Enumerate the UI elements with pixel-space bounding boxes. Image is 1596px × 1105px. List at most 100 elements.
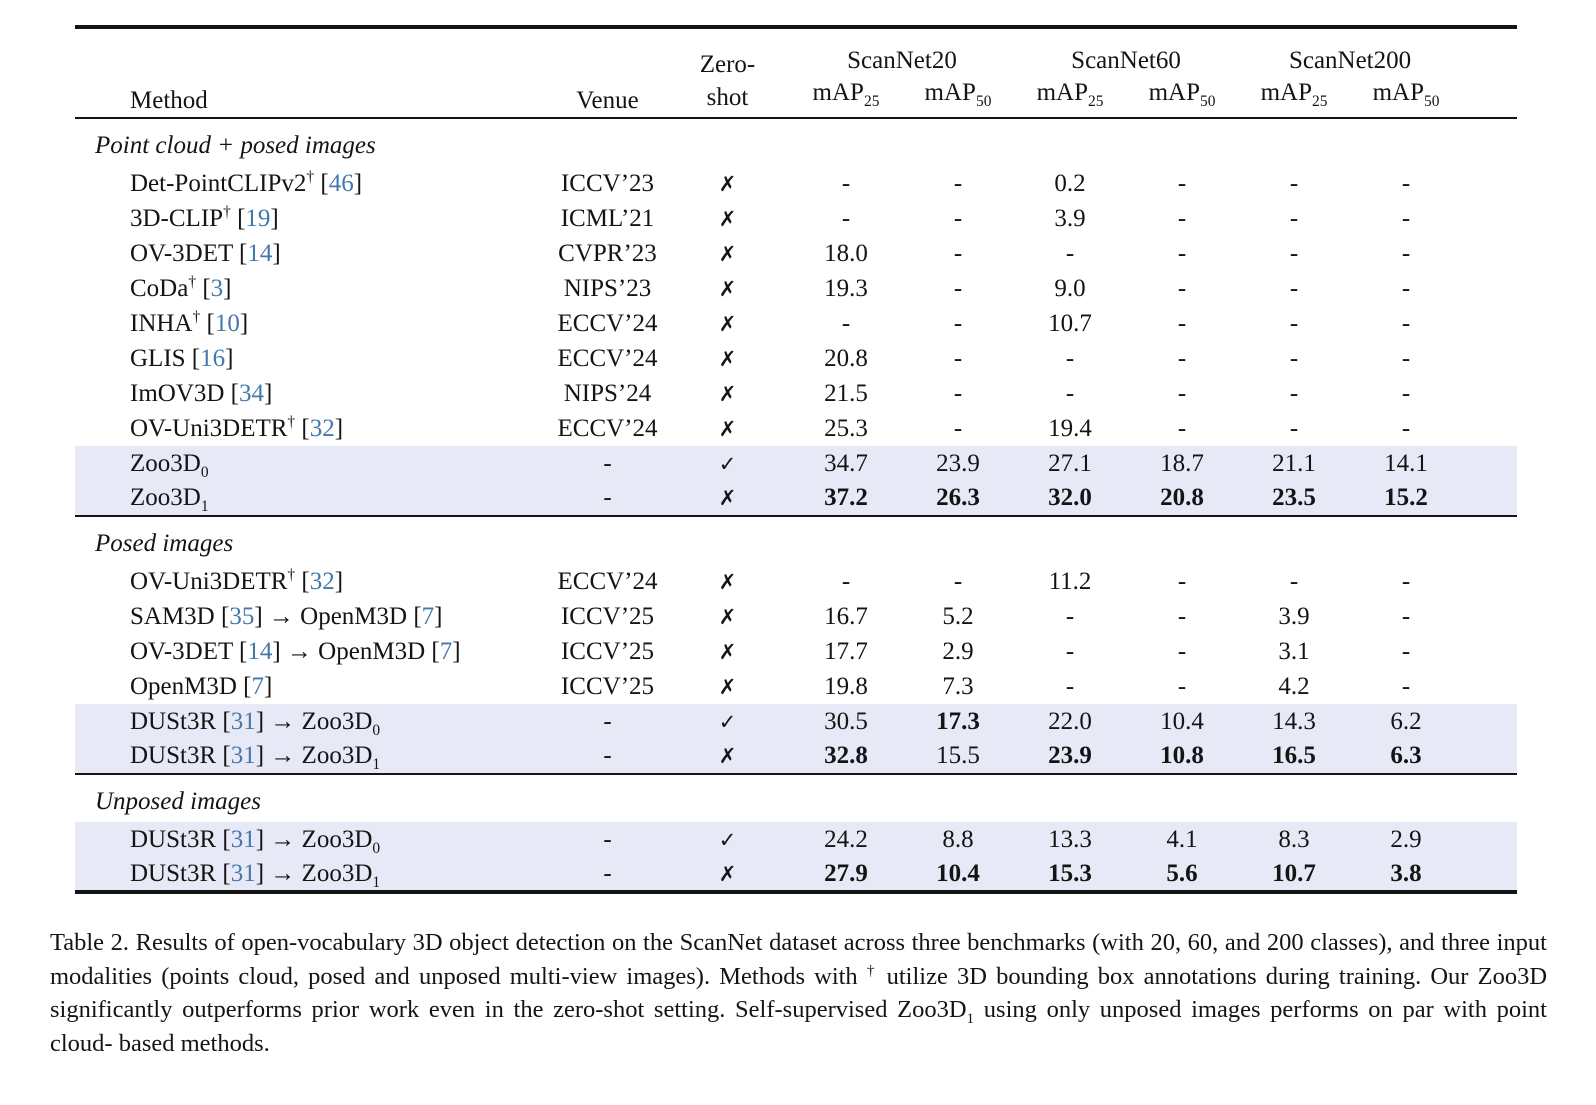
citation-link[interactable]: 31: [230, 859, 256, 887]
cross-mark: ✗: [718, 276, 737, 301]
value-cell: -: [1177, 169, 1187, 197]
venue-cell: ICCV’23: [560, 169, 655, 197]
metric-subscript: 50: [1199, 93, 1216, 110]
citation-link[interactable]: 34: [239, 379, 265, 407]
method-cell: OV-Uni3DETR† [32]: [130, 566, 344, 595]
row-spacer: [1462, 599, 1517, 634]
value-cell: -: [1177, 204, 1187, 232]
citation-link[interactable]: 19: [245, 204, 271, 232]
citation-link[interactable]: 31: [230, 742, 256, 769]
value-cell: -: [1289, 309, 1299, 337]
citation-link[interactable]: 14: [247, 637, 273, 665]
dagger-mark: †: [306, 168, 315, 186]
dagger-mark: †: [866, 961, 878, 979]
value-cell: -: [1065, 239, 1075, 267]
method-cell: 3D-CLIP† [19]: [130, 203, 279, 232]
venue-cell: NIPS’24: [563, 379, 652, 407]
venue-cell: CVPR’23: [558, 239, 657, 267]
venue-cell: ICCV’25: [560, 672, 655, 700]
col-header-venue: Venue: [576, 87, 639, 114]
method-cell: ImOV3D [34]: [130, 379, 273, 407]
citation-link[interactable]: 46: [328, 169, 354, 197]
citation-link[interactable]: 14: [247, 239, 273, 267]
value-cell: 32.0: [1014, 481, 1127, 516]
citation-link[interactable]: 31: [230, 707, 256, 735]
citation-link[interactable]: 16: [200, 344, 226, 372]
citation-link[interactable]: 10: [214, 309, 240, 337]
citation-link[interactable]: 32: [309, 414, 335, 442]
value-cell: -: [1401, 239, 1411, 267]
venue-cell: ECCV’24: [557, 344, 658, 372]
value-cell: 14.3: [1238, 704, 1351, 739]
value-cell: -: [1289, 414, 1299, 442]
value-cell: 3.8: [1350, 857, 1463, 892]
value-cell: 5.2: [942, 602, 974, 630]
venue-cell: -: [550, 481, 665, 516]
venue-cell: ICCV’25: [560, 602, 655, 630]
value-cell: -: [1065, 379, 1075, 407]
cross-mark: ✗: [718, 381, 737, 406]
subscript: 1: [200, 498, 209, 515]
section-title: Unposed images: [95, 787, 261, 815]
venue-cell: -: [550, 704, 665, 739]
value-cell: -: [1177, 239, 1187, 267]
value-cell: -: [953, 414, 963, 442]
value-cell: 10.4: [902, 857, 1015, 892]
cross-mark: ✗: [718, 674, 737, 699]
header-row-metrics: mAP25 mAP50 mAP25 mAP50 mAP25 mAP50: [75, 77, 1517, 118]
value-cell: 26.3: [902, 481, 1015, 516]
value-cell: 5.6: [1126, 857, 1239, 892]
table-row: DUSt3R [31] → Zoo3D0- ✓ 24.2 8.8 13.3 4.1 8.3 2…: [75, 822, 1518, 857]
value-cell: -: [1289, 567, 1299, 595]
citation-link[interactable]: 35: [229, 602, 255, 630]
venue-cell: -: [550, 822, 665, 857]
col-header-benchmark: ScanNet20: [847, 47, 957, 74]
row-spacer: [1462, 739, 1518, 774]
value-cell: 15.2: [1350, 481, 1463, 516]
citation-link[interactable]: 7: [439, 637, 453, 665]
header-row-benchmarks: Method Venue Zero-shot ScanNet20 ScanNet60 Sc…: [75, 27, 1517, 114]
venue-cell: -: [550, 446, 665, 481]
venue-cell: ECCV’24: [557, 309, 658, 337]
check-mark: ✓: [665, 704, 790, 739]
col-header-metric: mAP50: [1148, 79, 1216, 110]
col-header-method: Method: [130, 87, 208, 114]
value-cell: -: [1177, 274, 1187, 302]
section-title-row: Posed images: [75, 516, 1517, 564]
section-title-row: Point cloud + posed images: [75, 118, 1517, 166]
value-cell: -: [1177, 414, 1187, 442]
citation-link[interactable]: 31: [230, 825, 256, 853]
method-cell: Det-PointCLIPv2† [46]: [130, 168, 363, 197]
citation-link[interactable]: 7: [421, 602, 435, 630]
subscript: 0: [200, 463, 209, 481]
value-cell: 4.2: [1278, 672, 1310, 700]
cross-mark: ✗: [665, 739, 790, 774]
col-header-zero-shot: Zero-shot: [699, 50, 756, 112]
table-row: OV-Uni3DETR† [32] ECCV’24 ✗ - - 11.2 - - -: [75, 564, 1517, 599]
dagger-mark: †: [287, 413, 296, 431]
method-cell: Zoo3D0: [75, 446, 550, 481]
citation-link[interactable]: 32: [309, 567, 335, 595]
results-table: Method Venue Zero-shot ScanNet20 ScanNet60 Sc…: [75, 25, 1518, 894]
value-cell: -: [1401, 309, 1411, 337]
table-row: SAM3D [35] → OpenM3D [7] ICCV’25 ✗ 16.7 5.2 -…: [75, 599, 1517, 634]
table-row: Zoo3D0- ✓ 34.7 23.9 27.1 18.7 21.1 14.1: [75, 446, 1518, 481]
method-cell: GLIS [16]: [130, 344, 234, 372]
value-cell: 6.3: [1350, 739, 1463, 774]
citation-link[interactable]: 3: [210, 274, 224, 302]
value-cell: 4.1: [1126, 822, 1239, 857]
value-cell: 32.8: [790, 739, 902, 774]
value-cell: -: [1177, 379, 1187, 407]
row-spacer: [1462, 634, 1517, 669]
citation-link[interactable]: 7: [251, 672, 265, 700]
col-header-benchmark: ScanNet60: [1071, 47, 1181, 74]
value-cell: -: [1401, 169, 1411, 197]
col-header-metric: mAP50: [1372, 79, 1440, 110]
value-cell: -: [1289, 204, 1299, 232]
value-cell: 34.7: [790, 446, 902, 481]
cross-mark: ✗: [665, 857, 790, 892]
value-cell: -: [841, 567, 851, 595]
value-cell: 25.3: [824, 414, 868, 442]
value-cell: -: [1289, 379, 1299, 407]
dagger-mark: †: [287, 566, 296, 584]
